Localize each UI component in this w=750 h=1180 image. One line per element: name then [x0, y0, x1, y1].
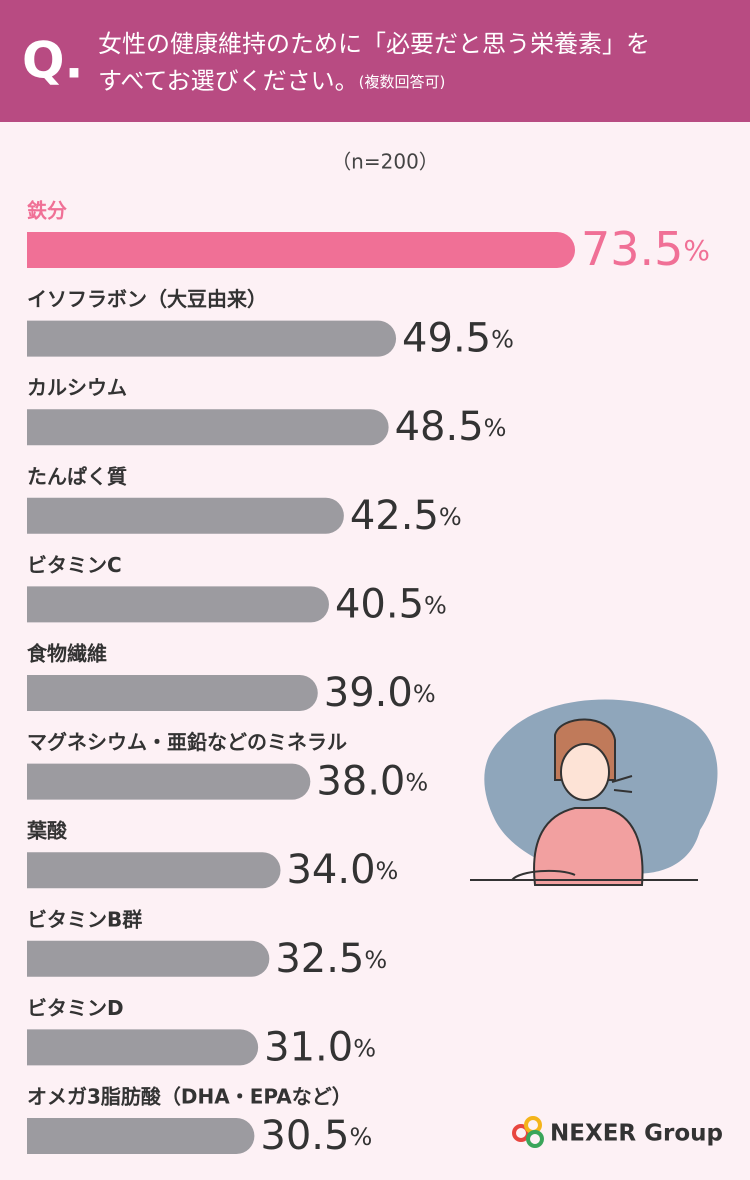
- bar: [27, 232, 575, 268]
- value-unit: %: [353, 1034, 376, 1062]
- value-label: 40.5%: [335, 581, 447, 627]
- value-number: 40.5: [335, 581, 424, 627]
- logo: NEXER Group: [512, 1116, 723, 1148]
- category-label: ビタミンC: [27, 553, 122, 577]
- value-number: 42.5: [350, 493, 439, 539]
- value-number: 34.0: [286, 847, 375, 893]
- title-line: 女性の健康維持のために「必要だと思う栄養素」を: [98, 30, 650, 58]
- value-number: 38.0: [316, 759, 405, 805]
- question-mark: Q.: [22, 32, 84, 90]
- value-number: 73.5: [581, 222, 683, 276]
- value-label: 31.0%: [264, 1024, 376, 1070]
- value-unit: %: [413, 680, 436, 708]
- value-unit: %: [349, 1123, 372, 1151]
- subtitle: （n=200）: [331, 150, 439, 174]
- value-unit: %: [364, 946, 387, 974]
- bar: [27, 586, 329, 623]
- value-unit: %: [405, 769, 428, 797]
- value-label: 49.5%: [402, 316, 514, 362]
- category-label: 食物繊維: [27, 642, 107, 666]
- arm: [511, 869, 576, 881]
- bar: [27, 1029, 259, 1066]
- sigh: [611, 775, 633, 793]
- category-label: 鉄分: [27, 199, 67, 223]
- title-note: (複数回答可): [359, 73, 446, 91]
- value-label: 34.0%: [286, 847, 398, 893]
- category-label: イソフラボン（大豆由来）: [27, 287, 267, 311]
- bar: [27, 675, 318, 711]
- value-label: 48.5%: [395, 404, 507, 450]
- value-number: 32.5: [275, 936, 364, 982]
- title-line: すべてお選びください。: [98, 67, 359, 95]
- value-label: 30.5%: [260, 1113, 372, 1159]
- value-unit: %: [484, 414, 507, 442]
- value-unit: %: [683, 234, 710, 267]
- value-label: 42.5%: [350, 493, 462, 539]
- logo-text: NEXER Group: [550, 1121, 723, 1147]
- value-unit: %: [376, 857, 399, 885]
- bar: [27, 1118, 255, 1154]
- value-unit: %: [491, 326, 514, 354]
- body: [533, 807, 644, 886]
- logo-circle: [512, 1124, 530, 1142]
- category-label: ビタミンB群: [27, 907, 142, 931]
- value-label: 39.0%: [324, 670, 436, 716]
- value-number: 48.5: [395, 404, 484, 450]
- category-label: たんぱく質: [27, 464, 127, 488]
- value-unit: %: [439, 503, 462, 531]
- value-label: 32.5%: [275, 936, 387, 982]
- value-unit: %: [424, 591, 447, 619]
- illustration: [470, 699, 718, 886]
- category-label: オメガ3脂肪酸（DHA・EPAなど）: [27, 1085, 352, 1109]
- bar: [27, 940, 270, 977]
- face: [560, 743, 610, 801]
- category-label: 葉酸: [26, 819, 68, 843]
- value-number: 31.0: [264, 1024, 353, 1070]
- title-line: すべてお選びください。(複数回答可): [98, 67, 445, 95]
- bar: [26, 852, 281, 889]
- bar: [27, 320, 397, 357]
- category-label: ビタミンD: [27, 996, 124, 1020]
- header: [0, 0, 750, 122]
- category-label: カルシウム: [27, 376, 127, 400]
- value-label: 73.5%: [581, 222, 710, 276]
- value-number: 30.5: [260, 1113, 349, 1159]
- bar: [27, 497, 344, 534]
- bar: [27, 409, 389, 446]
- category-label: マグネシウム・亜鉛などのミネラル: [27, 730, 347, 754]
- value-number: 39.0: [324, 670, 413, 716]
- bar: [27, 763, 311, 800]
- value-label: 38.0%: [316, 759, 428, 805]
- logo-circle: [526, 1130, 544, 1148]
- value-number: 49.5: [402, 316, 491, 362]
